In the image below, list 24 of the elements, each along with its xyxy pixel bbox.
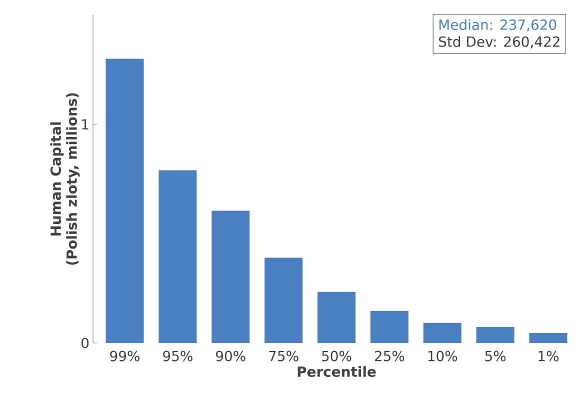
x-tick-label: 5% [485,350,506,362]
x-tick-label: 90% [216,350,246,362]
y-axis-title: Human Capital (Polish zloty, millions) [50,93,80,265]
bar [318,292,356,343]
bar [370,310,408,343]
x-tick-label: 95% [163,350,192,362]
x-tick-label: 50% [322,350,352,362]
x-tick-label: 75% [269,350,298,362]
x-tick-label: 10% [428,350,458,362]
bar [476,327,514,343]
x-tick-label: 25% [374,350,404,362]
annotation: Std Dev: 260,422 [439,36,560,48]
bar [212,210,250,343]
bar [529,332,568,343]
bar [264,258,303,343]
y-tick-label: 1 [82,119,88,130]
bar [106,58,144,343]
bar [158,170,197,343]
y-tick-label: 0 [82,338,89,348]
x-axis-title: Percentile [298,366,376,377]
bar [423,322,462,343]
x-tick-label: 99% [110,350,140,362]
annotation: Median: 237,620 [439,19,556,32]
x-tick-label: 1% [538,350,559,362]
